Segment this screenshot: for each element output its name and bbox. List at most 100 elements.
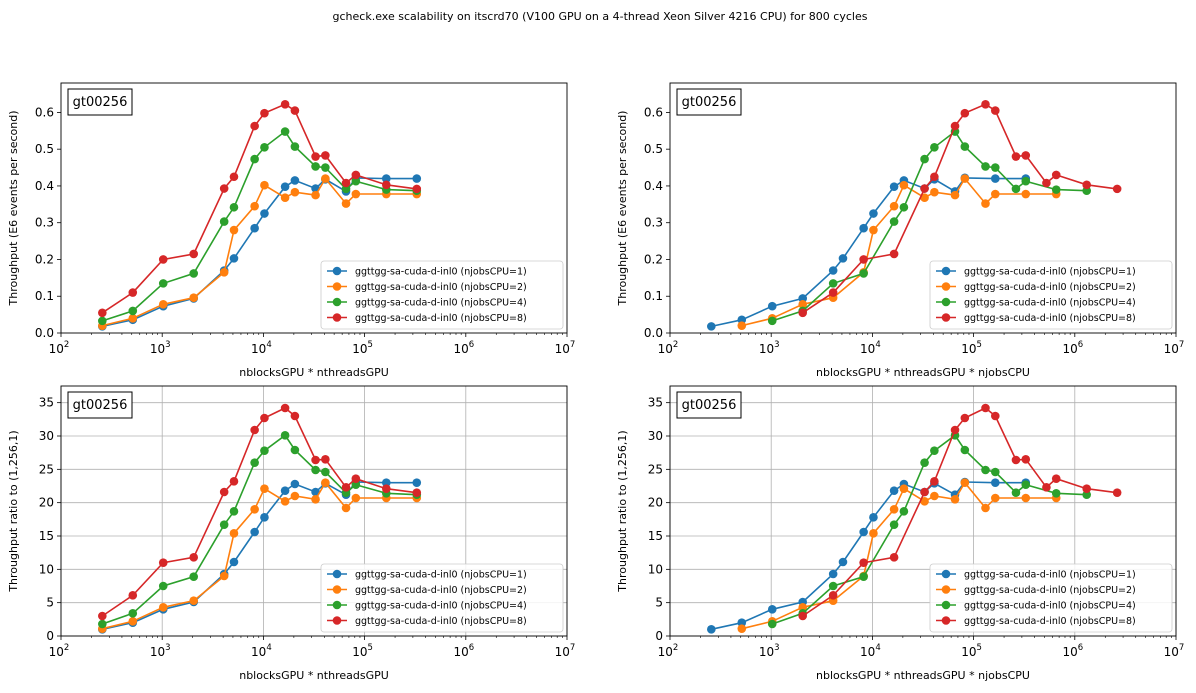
data-point [260, 108, 269, 118]
data-point [189, 293, 199, 303]
data-point [899, 202, 909, 212]
data-point [351, 480, 361, 489]
data-point [828, 266, 838, 275]
data-point [128, 617, 138, 626]
y-axis-label: Throughput ratio to (1,256,1) [616, 430, 629, 592]
data-point [990, 106, 1000, 115]
y-tick-label: 0.6 [644, 105, 663, 119]
data-point [859, 255, 868, 264]
legend-marker [332, 585, 342, 594]
legend-marker [941, 282, 951, 291]
data-point [128, 609, 138, 618]
y-tick-label: 0.0 [35, 326, 54, 340]
series-line [711, 481, 1026, 631]
data-point [920, 458, 929, 467]
data-point [321, 478, 330, 487]
series-line [102, 177, 417, 327]
data-point [950, 190, 960, 200]
data-point [280, 182, 290, 191]
data-point [981, 465, 990, 475]
data-point [950, 495, 960, 504]
data-point [960, 142, 970, 151]
data-point [412, 174, 422, 183]
legend-item-njobscpu-1: ggttgg-sa-cuda-d-inl0 (njobsCPU=1) [327, 570, 527, 581]
data-point [250, 505, 259, 514]
chart-panel-bottom-left: 102 103 104 105 106 107 0 5 10 15 20 25 30 35 nblocksG… [7, 385, 575, 682]
x-tick-label: 106 [453, 643, 474, 659]
axes-frame [60, 385, 568, 637]
x-axis-label: nblocksGPU * nthreadsGPU [239, 669, 389, 682]
data-point [990, 493, 1000, 503]
data-point [1042, 178, 1051, 188]
data-point [290, 187, 300, 197]
y-tick-label: 0 [655, 629, 663, 643]
data-point [341, 184, 351, 194]
data-point [290, 142, 300, 151]
legend-marker [332, 600, 342, 610]
data-point [1021, 176, 1031, 186]
legend-item-njobscpu-2: ggttgg-sa-cuda-d-inl0 (njobsCPU=2) [936, 282, 1136, 293]
legend-label: ggttgg-sa-cuda-d-inl0 (njobsCPU=1) [355, 570, 527, 581]
data-point [250, 458, 259, 467]
series-line [102, 434, 417, 625]
data-point [189, 572, 199, 581]
legend-item-njobscpu-4: ggttgg-sa-cuda-d-inl0 (njobsCPU=4) [936, 298, 1136, 309]
data-point [260, 513, 269, 522]
data-point [311, 190, 320, 200]
legend-label: ggttgg-sa-cuda-d-inl0 (njobsCPU=1) [964, 570, 1136, 581]
data-point [869, 513, 878, 522]
data-point [260, 446, 269, 455]
data-point [838, 557, 848, 567]
x-tick-label: 103 [150, 643, 171, 659]
data-point [290, 106, 300, 115]
data-point [189, 553, 199, 562]
data-point [1021, 189, 1031, 199]
series-njobscpu-4 [98, 431, 422, 629]
data-point [889, 553, 899, 562]
data-point [981, 100, 990, 109]
data-point [280, 100, 290, 109]
y-tick-label: 0.3 [644, 216, 663, 230]
data-point [321, 163, 330, 172]
legend-marker [941, 313, 951, 322]
data-point [290, 491, 300, 501]
data-point [321, 467, 330, 477]
y-tick-label: 25 [648, 462, 663, 476]
data-point [828, 569, 838, 579]
x-tick-label: 107 [1164, 340, 1185, 356]
x-axis-label: nblocksGPU * nthreadsGPU * njobsCPU [816, 669, 1030, 682]
data-point [838, 254, 848, 263]
data-point [899, 507, 909, 516]
y-tick-label: 0 [46, 629, 54, 643]
data-point [920, 497, 929, 506]
legend-item-njobscpu-1: ggttgg-sa-cuda-d-inl0 (njobsCPU=1) [936, 267, 1136, 278]
data-point [798, 294, 808, 303]
data-point [1011, 455, 1021, 465]
data-point [250, 201, 259, 211]
data-point [798, 611, 808, 621]
data-point [1011, 184, 1021, 194]
data-point [229, 225, 239, 235]
data-point [869, 209, 878, 218]
data-point [341, 178, 351, 188]
data-point [737, 321, 747, 330]
data-point [990, 411, 1000, 421]
gt-label: gt00256 [682, 95, 737, 110]
data-point [128, 313, 138, 323]
x-tick-label: 105 [961, 340, 982, 356]
x-tick-label: 102 [49, 643, 70, 659]
data-point [311, 495, 320, 504]
series-njobscpu-4 [98, 127, 422, 326]
legend-item-njobscpu-8: ggttgg-sa-cuda-d-inl0 (njobsCPU=8) [936, 313, 1136, 324]
y-tick-label: 0.0 [644, 326, 663, 340]
legend-marker [332, 569, 342, 579]
series-njobscpu-8 [98, 403, 422, 621]
series-line [771, 130, 1087, 322]
legend-box [929, 563, 1173, 633]
data-point [229, 507, 239, 516]
series-njobscpu-4 [767, 431, 1091, 629]
data-point [798, 603, 808, 612]
data-point [260, 143, 269, 152]
gt-label-box [67, 391, 133, 419]
data-point [321, 151, 330, 160]
